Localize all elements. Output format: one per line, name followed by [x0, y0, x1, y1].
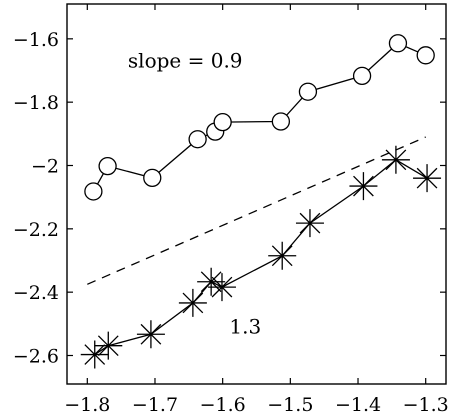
y-tick-label: −2.6 — [13, 346, 59, 368]
annotation-layer: slope = 0.9 1.3 — [128, 48, 261, 338]
plot-area — [66, 3, 447, 385]
annotation-label: slope = 0.9 — [128, 48, 243, 72]
asterisk-marker — [381, 145, 410, 174]
x-tick-label: −1.6 — [200, 394, 246, 416]
x-tick-label: −1.5 — [267, 394, 313, 416]
asterisk-marker — [197, 267, 226, 296]
circle-marker — [298, 82, 318, 101]
annotation-label: 1.3 — [229, 314, 261, 338]
series-0 — [84, 34, 435, 201]
asterisk-marker — [295, 209, 324, 238]
x-tick-label: −1.4 — [335, 394, 381, 416]
y-tick-label: −1.6 — [13, 29, 59, 51]
circle-marker — [388, 34, 408, 53]
circle-marker — [213, 112, 232, 132]
asterisk-marker — [178, 288, 207, 317]
asterisk-marker — [413, 164, 442, 193]
y-tick-label: −1.8 — [13, 92, 59, 114]
y-tick-label: −2 — [31, 156, 59, 178]
series-1 — [80, 145, 442, 369]
asterisk-marker — [136, 320, 165, 349]
circle-marker — [188, 130, 207, 149]
series-line — [87, 136, 426, 285]
x-tick-label: −1.7 — [132, 394, 178, 416]
circle-marker — [84, 182, 103, 201]
circle-marker — [416, 46, 435, 65]
circle-marker — [143, 168, 162, 188]
x-tick-label: −1.8 — [64, 394, 110, 416]
series-layer — [80, 34, 442, 369]
y-tick-label: −2.4 — [13, 282, 59, 304]
circle-marker — [98, 156, 117, 176]
asterisk-marker — [94, 331, 123, 360]
circle-marker — [352, 66, 372, 86]
asterisk-marker — [80, 340, 109, 369]
circle-marker — [271, 112, 291, 131]
asterisk-marker — [349, 172, 378, 201]
y-axis: −1.6 −1.8 −2 −2.2 −2.4 −2.6 — [13, 29, 446, 368]
series-2 — [87, 136, 426, 285]
asterisk-marker — [207, 273, 236, 302]
y-tick-label: −2.2 — [13, 219, 59, 241]
x-axis: −1.8 −1.7 −1.6 −1.5 −1.4 −1.3 — [64, 4, 449, 416]
x-tick-label: −1.3 — [403, 394, 449, 416]
asterisk-marker — [268, 241, 297, 270]
